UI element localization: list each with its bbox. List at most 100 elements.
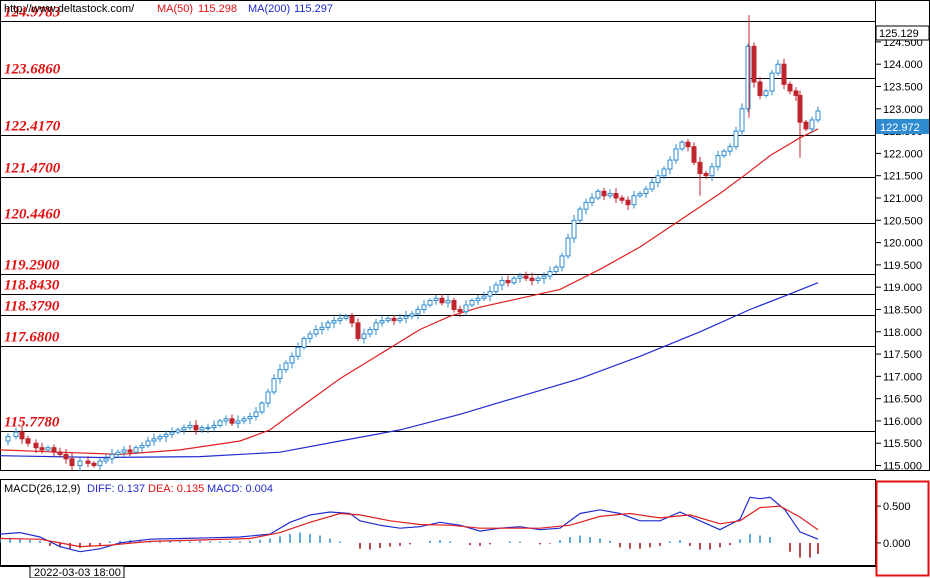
candle-bear — [91, 462, 97, 467]
candle-bull — [661, 168, 667, 177]
candle-bull — [109, 453, 115, 460]
candle-bull — [715, 155, 721, 168]
candle-bull — [739, 108, 745, 132]
level-label: 121.4700 — [4, 161, 61, 177]
macd-tick-label: 0.500 — [883, 501, 911, 513]
candle-bear — [355, 322, 361, 339]
candle-bear — [703, 172, 709, 177]
price-tick-label: 118.000 — [883, 327, 922, 339]
candle-bear — [505, 279, 511, 284]
candle-bull — [607, 193, 613, 197]
candle-bull — [559, 255, 565, 268]
candle-bull — [815, 110, 821, 121]
candle-bull — [145, 440, 151, 446]
current-price-box — [876, 119, 929, 134]
ma50-label: MA(50) — [157, 3, 193, 15]
price-tick-label: 124.000 — [883, 59, 923, 71]
price-tick-label: 117.500 — [883, 349, 922, 361]
candle-bull — [631, 195, 637, 206]
price-tick-label: 116.500 — [883, 394, 922, 406]
candle-bull — [445, 300, 451, 304]
candle-bull — [133, 447, 139, 453]
candle-bull — [115, 451, 121, 455]
candle-bull — [409, 313, 415, 317]
candle-bull — [169, 431, 175, 435]
candle-bull — [727, 146, 733, 152]
price-tick-label: 121.500 — [883, 171, 923, 183]
candle-bull — [175, 429, 181, 433]
candle-bull — [235, 420, 241, 424]
candle-bull — [433, 297, 439, 302]
candle-bear — [803, 121, 809, 130]
candle-bull — [295, 346, 301, 357]
candle-bull — [77, 460, 83, 467]
candle-bull — [373, 322, 379, 331]
candle-bull — [211, 424, 217, 429]
candle-bull — [463, 304, 469, 313]
price-tick-label: 123.500 — [883, 81, 923, 93]
level-label: 123.6860 — [4, 62, 61, 78]
price-axis-ticks: 115.000 115.500 116.000 116.500 117.000 117.5… — [876, 37, 923, 473]
candle-bear — [25, 438, 31, 444]
candle-bear — [127, 449, 133, 453]
candle-bull — [319, 326, 325, 331]
candle-bull — [5, 436, 11, 442]
level-label: 122.4170 — [4, 119, 61, 135]
candle-bull — [553, 266, 559, 273]
macd-plot: 0.500 0.000 — [0, 496, 911, 558]
candle-bear — [457, 308, 463, 313]
macd-dea-line — [0, 505, 819, 548]
candle-bull — [97, 460, 103, 467]
candle-bull — [301, 337, 307, 348]
price-tick-label: 115.500 — [883, 438, 922, 450]
level-label: 117.6800 — [4, 330, 60, 346]
candle-bull — [763, 90, 769, 96]
candle-bear — [439, 297, 445, 304]
candle-bull — [331, 320, 337, 324]
candle-bear — [781, 63, 787, 85]
candle-bull — [721, 150, 727, 157]
candle-bear — [51, 447, 57, 453]
candle-bull — [205, 427, 211, 430]
candle-bull — [595, 190, 601, 199]
macd-dea: DEA: 0.135 — [148, 483, 204, 495]
ma200-label: MA(200) — [248, 3, 290, 15]
candle-bull — [13, 431, 19, 438]
candle-bull — [103, 458, 109, 462]
candle-bull — [247, 415, 253, 420]
main-plot-frame — [0, 0, 876, 471]
price-tick-label: 122.000 — [883, 148, 923, 160]
candle-bull — [259, 402, 265, 413]
candle-bull — [667, 159, 673, 170]
candle-bull — [427, 300, 433, 306]
macd-axis-frame — [875, 480, 930, 577]
candle-bull — [265, 391, 271, 404]
candle-bear — [523, 275, 529, 279]
price-tick-label: 123.000 — [883, 104, 923, 116]
candle-bull — [45, 447, 51, 451]
price-tick-label: 120.000 — [883, 238, 923, 250]
candle-bear — [793, 90, 799, 96]
candle-bear — [85, 460, 91, 464]
footer-date: 2022-03-03 18:00 — [34, 567, 121, 578]
candle-bull — [187, 424, 193, 429]
candle-bull — [397, 317, 403, 322]
candle-bear — [391, 317, 397, 322]
site-url[interactable]: http://www.deltastock.com/ — [4, 3, 135, 15]
price-tick-label: 117.000 — [883, 371, 922, 383]
candle-bull — [475, 297, 481, 302]
candle-bull — [157, 436, 163, 440]
candle-bear — [787, 83, 793, 92]
candle-bear — [33, 442, 39, 449]
ma200-line — [0, 282, 819, 459]
candle-bull — [643, 188, 649, 195]
ma200-path — [0, 282, 819, 459]
price-tick-label: 116.000 — [883, 416, 922, 428]
candle-bull — [775, 63, 781, 74]
macd-tick-label: 0.000 — [883, 538, 911, 550]
macd-macd: MACD: 0.004 — [207, 483, 273, 495]
candle-bull — [199, 427, 205, 431]
candle-bull — [769, 72, 775, 92]
candle-bull — [241, 418, 247, 422]
